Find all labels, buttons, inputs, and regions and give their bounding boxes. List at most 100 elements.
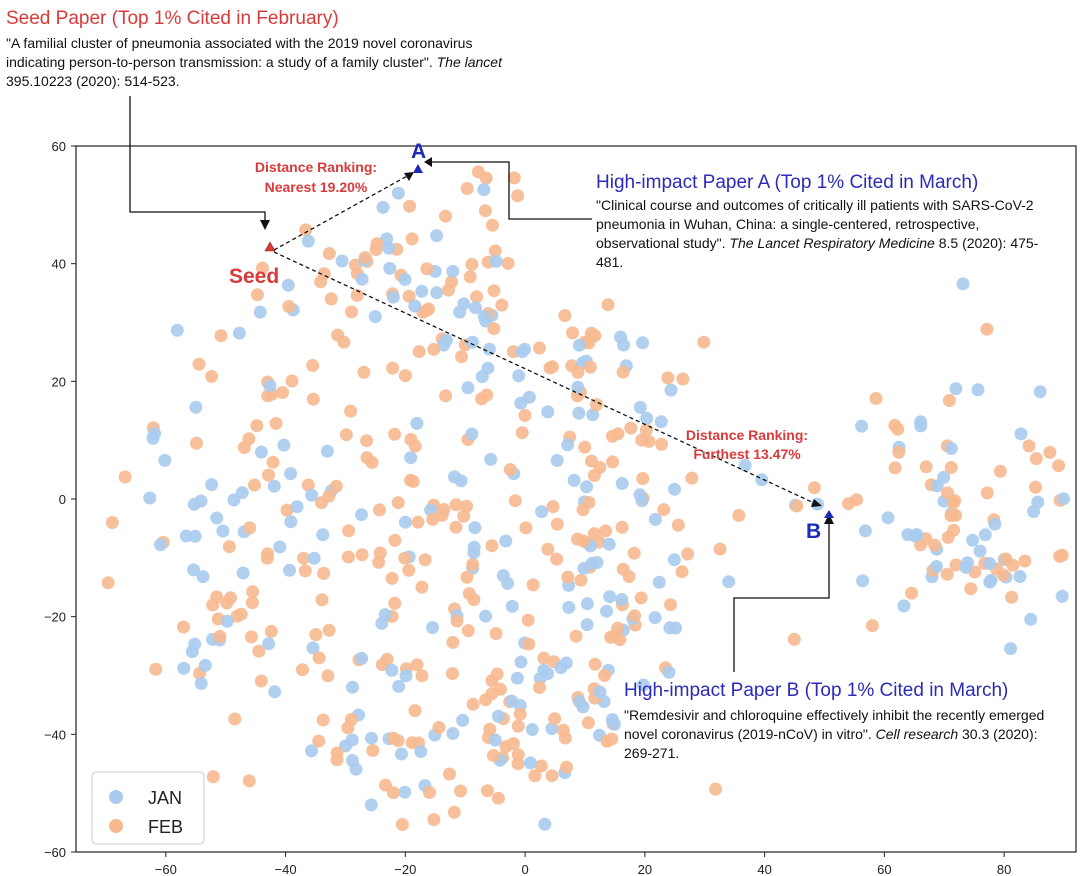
- feb-point: [807, 481, 821, 495]
- feb-point: [342, 524, 356, 538]
- jan-point: [603, 590, 617, 604]
- feb-point: [403, 199, 417, 213]
- jan-point: [235, 486, 249, 500]
- feb-point: [732, 509, 746, 522]
- jan-point: [1024, 612, 1038, 626]
- jan-point: [937, 470, 951, 484]
- feb-point: [222, 540, 236, 554]
- feb-point: [561, 570, 575, 584]
- jan-point: [365, 731, 378, 745]
- feb-point: [521, 613, 535, 627]
- paper-a-title: High-impact Paper A (Top 1% Cited in Mar…: [596, 172, 979, 193]
- jan-point: [858, 524, 872, 538]
- seed-to-a-line: [273, 174, 410, 251]
- feb-point: [439, 209, 452, 223]
- feb-point: [408, 704, 422, 718]
- jan-point: [364, 798, 378, 812]
- feb-point: [598, 668, 612, 682]
- feb-point: [463, 270, 477, 284]
- feb-point: [395, 818, 409, 831]
- jan-point: [355, 651, 369, 665]
- jan-point: [262, 637, 276, 651]
- feb-point: [312, 651, 326, 665]
- feb-point: [545, 769, 559, 783]
- jan-point: [615, 593, 629, 606]
- feb-point: [519, 521, 533, 535]
- feb-point: [713, 542, 727, 556]
- feb-point: [624, 421, 638, 435]
- feb-point: [616, 365, 630, 379]
- feb-point: [309, 628, 323, 642]
- seed-to-b-line: [273, 251, 815, 504]
- feb-point: [276, 386, 289, 399]
- feb-point: [560, 760, 573, 774]
- feb-point: [585, 454, 598, 468]
- feb-point: [330, 753, 344, 767]
- feb-point: [317, 566, 331, 580]
- jan-point: [454, 474, 468, 488]
- jan-point: [914, 419, 928, 433]
- jan-point: [254, 445, 268, 459]
- feb-point: [118, 470, 132, 484]
- feb-point: [611, 621, 625, 635]
- feb-point: [787, 632, 801, 646]
- jan-point: [148, 427, 162, 441]
- jan-point: [469, 301, 483, 315]
- feb-point: [599, 524, 613, 538]
- jan-point: [385, 663, 399, 677]
- feb-point: [697, 335, 711, 349]
- feb-point: [790, 499, 804, 513]
- feb-point: [675, 565, 689, 579]
- jan-point: [1055, 589, 1069, 603]
- jan-point: [489, 254, 503, 268]
- seed-label: Seed: [229, 265, 279, 288]
- feb-point: [475, 392, 489, 406]
- jan-point: [170, 323, 184, 337]
- feb-point: [322, 489, 336, 503]
- jan-point: [561, 438, 575, 452]
- feb-point: [566, 326, 579, 340]
- feb-point: [192, 357, 206, 371]
- jan-point: [253, 305, 267, 319]
- feb-point: [590, 398, 604, 412]
- feb-point: [280, 503, 294, 517]
- legend-jan-label: JAN: [148, 788, 182, 808]
- jan-point: [430, 229, 444, 243]
- feb-point: [569, 629, 583, 643]
- jan-point: [194, 677, 208, 690]
- jan-point: [196, 570, 210, 584]
- feb-point: [639, 423, 653, 437]
- jan-point: [220, 614, 234, 628]
- jan-point: [567, 473, 581, 487]
- feb-point: [230, 609, 244, 623]
- jan-point: [562, 600, 576, 614]
- jan-point: [636, 678, 650, 692]
- jan-point: [284, 467, 298, 481]
- jan-point: [382, 241, 396, 255]
- jan-point: [545, 722, 559, 736]
- feb-point: [243, 521, 257, 535]
- feb-point: [513, 707, 527, 721]
- feb-point: [533, 681, 546, 694]
- jan-point: [590, 556, 604, 569]
- jan-point: [541, 405, 555, 419]
- feb-point: [339, 428, 353, 442]
- feb-point: [888, 461, 902, 475]
- jan-point: [602, 537, 616, 551]
- feb-point: [964, 582, 978, 596]
- paper-a-citation-text: "Clinical course and outcomes of critica…: [596, 197, 1034, 251]
- x-tick-label: −20: [394, 862, 416, 876]
- jan-point: [636, 336, 650, 350]
- feb-point: [583, 360, 597, 374]
- furthest-ranking-line1: Distance Ranking:: [686, 427, 808, 443]
- jan-point: [414, 745, 428, 758]
- feb-point: [628, 609, 642, 623]
- feb-point: [478, 204, 492, 218]
- jan-point: [983, 575, 997, 589]
- jan-point: [580, 480, 594, 494]
- jan-point: [654, 415, 668, 429]
- feb-point: [373, 503, 386, 517]
- feb-point: [1055, 548, 1069, 562]
- scatter-points: [101, 165, 1071, 831]
- jan-point: [488, 733, 502, 747]
